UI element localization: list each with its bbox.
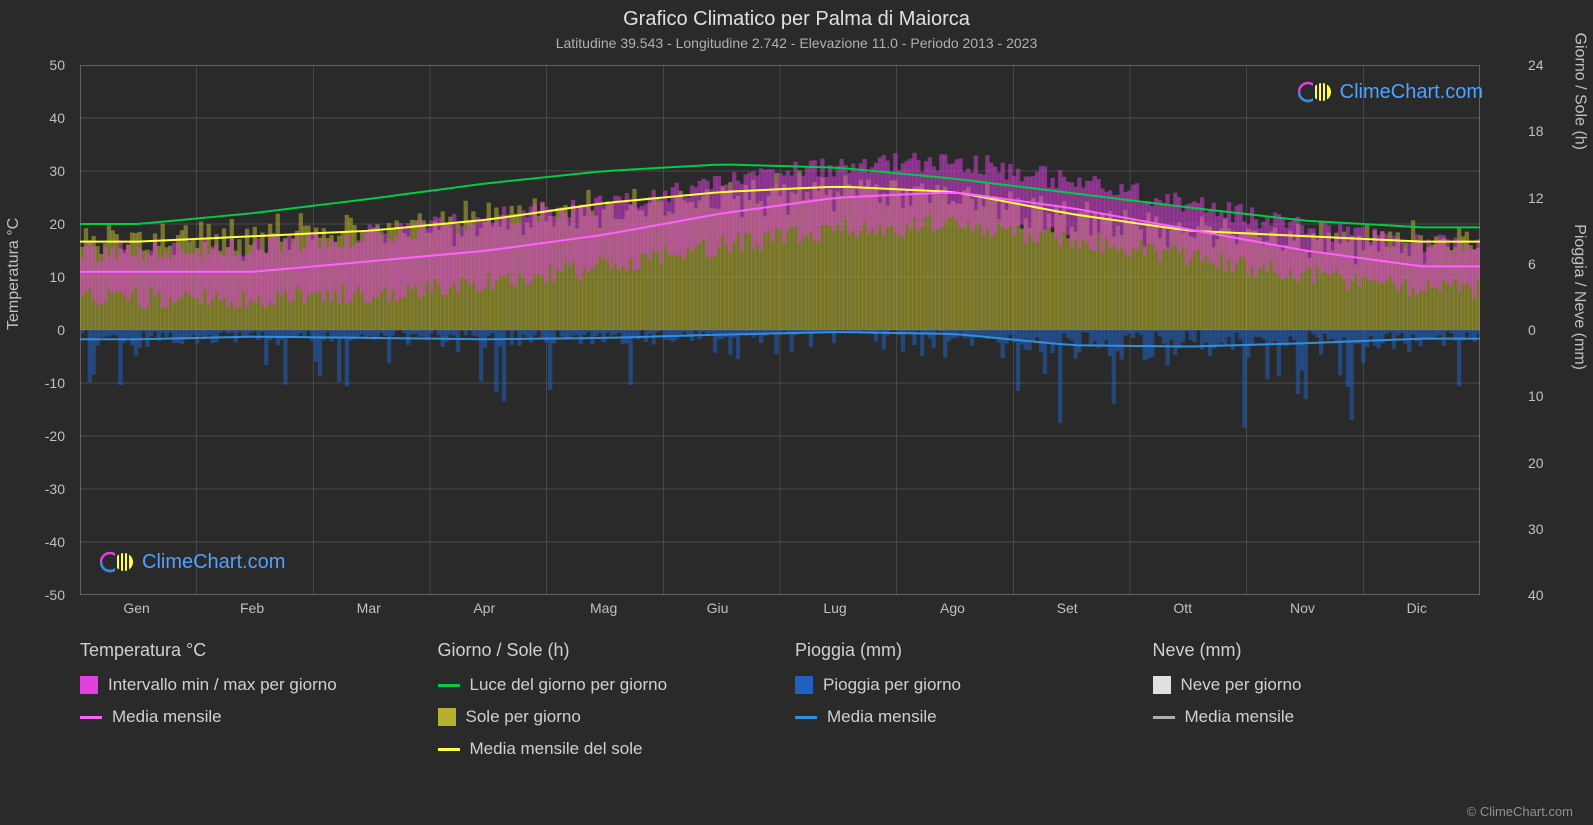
legend-swatch-square — [795, 676, 813, 694]
legend: Temperatura °C Intervallo min / max per g… — [80, 640, 1480, 771]
legend-item: Neve per giorno — [1153, 675, 1481, 695]
legend-label: Media mensile — [112, 707, 222, 727]
chart-title: Grafico Climatico per Palma di Maiorca — [0, 0, 1593, 31]
legend-label: Luce del giorno per giorno — [470, 675, 668, 695]
ytick-left: 20 — [49, 216, 65, 232]
ytick-right: 24 — [1528, 57, 1544, 73]
logo-text: ClimeChart.com — [1340, 81, 1483, 104]
climate-chart — [80, 65, 1480, 595]
ytick-left: -10 — [45, 375, 65, 391]
month-label: Dic — [1407, 600, 1427, 616]
legend-swatch-line — [1153, 716, 1175, 719]
legend-col: Neve (mm) Neve per giorno Media mensile — [1153, 640, 1481, 771]
legend-head: Neve (mm) — [1153, 640, 1481, 661]
month-label: Ago — [940, 600, 965, 616]
month-label: Apr — [473, 600, 495, 616]
y-axis-right: 2418126010203040 — [1523, 65, 1583, 595]
x-axis: Gen Feb Mar Apr Mag Giu Lug Ago Set Ott Nov Dic — [80, 600, 1480, 630]
legend-item: Luce del giorno per giorno — [438, 675, 766, 695]
month-label: Feb — [240, 600, 264, 616]
legend-col: Temperatura °C Intervallo min / max per g… — [80, 640, 408, 771]
logo-top-right: ClimeChart.com — [1298, 80, 1483, 104]
ytick-right: 20 — [1528, 455, 1544, 471]
legend-head: Giorno / Sole (h) — [438, 640, 766, 661]
ytick-left: -20 — [45, 428, 65, 444]
legend-item: Intervallo min / max per giorno — [80, 675, 408, 695]
logo-bottom-left: ClimeChart.com — [100, 550, 285, 574]
ytick-left: 30 — [49, 163, 65, 179]
ytick-left: -50 — [45, 587, 65, 603]
legend-item: Pioggia per giorno — [795, 675, 1123, 695]
ytick-right: 0 — [1528, 322, 1536, 338]
legend-swatch-line — [438, 684, 460, 687]
legend-label: Media mensile del sole — [470, 739, 643, 759]
legend-swatch-line — [438, 748, 460, 751]
ytick-left: -30 — [45, 481, 65, 497]
legend-swatch-line — [795, 716, 817, 719]
chart-subtitle: Latitudine 39.543 - Longitudine 2.742 - … — [0, 31, 1593, 51]
ytick-left: -40 — [45, 534, 65, 550]
month-label: Lug — [823, 600, 846, 616]
logo-icon — [1298, 80, 1334, 104]
ytick-right: 30 — [1528, 521, 1544, 537]
ytick-right: 18 — [1528, 123, 1544, 139]
ytick-left: 10 — [49, 269, 65, 285]
legend-head: Temperatura °C — [80, 640, 408, 661]
footer-credit: © ClimeChart.com — [1467, 804, 1573, 819]
month-label: Ott — [1173, 600, 1192, 616]
legend-item: Media mensile del sole — [438, 739, 766, 759]
month-label: Set — [1057, 600, 1078, 616]
legend-swatch-square — [80, 676, 98, 694]
ytick-right: 6 — [1528, 256, 1536, 272]
month-label: Nov — [1290, 600, 1315, 616]
ytick-left: 0 — [57, 322, 65, 338]
legend-label: Media mensile — [827, 707, 937, 727]
legend-item: Media mensile — [1153, 707, 1481, 727]
legend-col: Giorno / Sole (h) Luce del giorno per gio… — [438, 640, 766, 771]
month-label: Giu — [707, 600, 729, 616]
ytick-left: 50 — [49, 57, 65, 73]
legend-col: Pioggia (mm) Pioggia per giorno Media mens… — [795, 640, 1123, 771]
legend-swatch-line — [80, 716, 102, 719]
legend-label: Neve per giorno — [1181, 675, 1302, 695]
ytick-right: 40 — [1528, 587, 1544, 603]
legend-label: Intervallo min / max per giorno — [108, 675, 337, 695]
ytick-right: 12 — [1528, 190, 1544, 206]
legend-item: Sole per giorno — [438, 707, 766, 727]
legend-swatch-square — [1153, 676, 1171, 694]
logo-text: ClimeChart.com — [142, 551, 285, 574]
month-label: Mar — [357, 600, 381, 616]
logo-icon — [100, 550, 136, 574]
month-label: Mag — [590, 600, 617, 616]
legend-item: Media mensile — [80, 707, 408, 727]
legend-label: Media mensile — [1185, 707, 1295, 727]
legend-label: Sole per giorno — [466, 707, 581, 727]
month-label: Gen — [123, 600, 149, 616]
y-axis-left: 50403020100-10-20-30-40-50 — [10, 65, 70, 595]
legend-label: Pioggia per giorno — [823, 675, 961, 695]
ytick-left: 40 — [49, 110, 65, 126]
legend-swatch-square — [438, 708, 456, 726]
ytick-right: 10 — [1528, 388, 1544, 404]
legend-item: Media mensile — [795, 707, 1123, 727]
legend-head: Pioggia (mm) — [795, 640, 1123, 661]
